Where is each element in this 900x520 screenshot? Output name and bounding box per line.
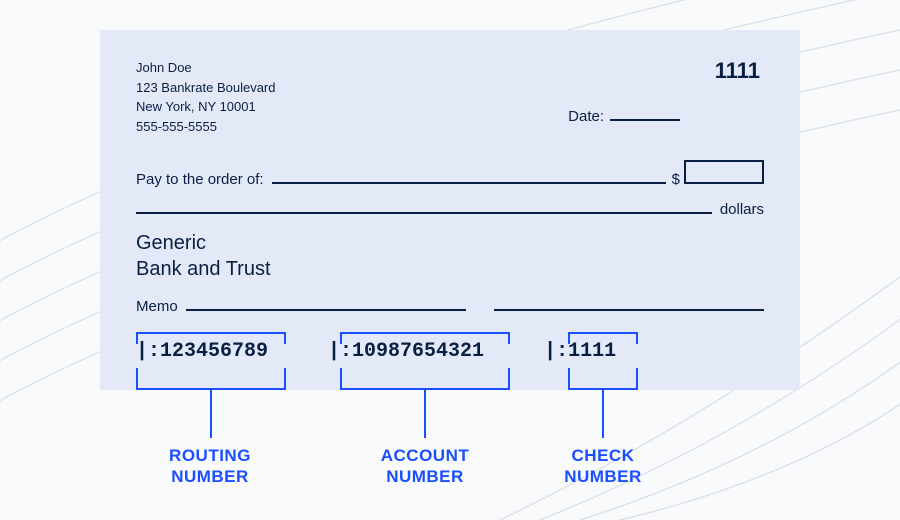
- micr-routing: |:123456789: [136, 340, 268, 363]
- written-amount-line: [136, 200, 712, 214]
- bank-line1: Generic: [136, 230, 271, 256]
- memo-line: [186, 299, 466, 311]
- routing-label: ROUTING NUMBER: [150, 445, 270, 488]
- payer-name: John Doe: [136, 58, 764, 78]
- check-stem: [602, 390, 604, 438]
- account-label-2: NUMBER: [365, 466, 485, 487]
- micr-account: |:10987654321: [328, 340, 484, 363]
- account-label: ACCOUNT NUMBER: [365, 445, 485, 488]
- pay-to-row: Pay to the order of: $: [136, 160, 764, 188]
- payer-street: 123 Bankrate Boulevard: [136, 78, 764, 98]
- routing-stem: [210, 390, 212, 438]
- date-line: [610, 119, 680, 121]
- dollars-label: dollars: [720, 201, 764, 218]
- check-label: CHECK NUMBER: [553, 445, 653, 488]
- payee-line: [272, 170, 666, 184]
- amount-box: [684, 160, 764, 184]
- date-label: Date:: [568, 108, 604, 125]
- check-graphic: John Doe 123 Bankrate Boulevard New York…: [100, 30, 800, 390]
- routing-label-1: ROUTING: [150, 445, 270, 466]
- micr-check: |:1111: [544, 340, 616, 363]
- account-stem: [424, 390, 426, 438]
- check-number-top: 1111: [715, 58, 760, 84]
- memo-label: Memo: [136, 298, 178, 315]
- check-label-2: NUMBER: [553, 466, 653, 487]
- account-label-1: ACCOUNT: [365, 445, 485, 466]
- bank-name: Generic Bank and Trust: [136, 230, 271, 282]
- dollars-row: dollars: [136, 200, 764, 218]
- pay-to-label: Pay to the order of:: [136, 171, 264, 188]
- currency-symbol: $: [672, 171, 680, 188]
- check-label-1: CHECK: [553, 445, 653, 466]
- date-row: Date:: [568, 108, 680, 125]
- micr-row: |:123456789 |:10987654321 |:1111: [136, 340, 616, 363]
- routing-label-2: NUMBER: [150, 466, 270, 487]
- signature-line: [494, 299, 764, 311]
- bank-line2: Bank and Trust: [136, 256, 271, 282]
- memo-row: Memo: [136, 298, 764, 315]
